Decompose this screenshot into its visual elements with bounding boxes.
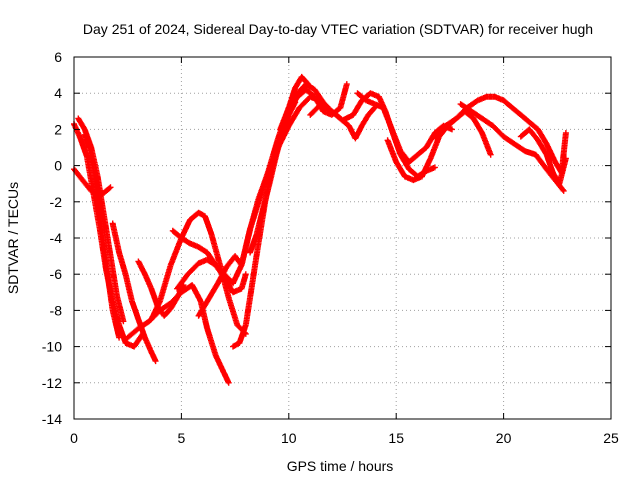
plot-area xyxy=(71,73,569,386)
y-tick-label: 4 xyxy=(54,85,62,101)
y-tick-label: 0 xyxy=(54,158,62,174)
y-axis-label: SDTVAR / TECUs xyxy=(5,182,21,294)
y-tick-label: -8 xyxy=(50,302,63,318)
data-points xyxy=(81,131,123,341)
series-track-16 xyxy=(354,90,455,165)
series-track-5 xyxy=(109,220,159,365)
y-tick-label: -6 xyxy=(50,266,63,282)
data-points xyxy=(431,93,569,176)
y-tick-label: -4 xyxy=(50,230,63,246)
y-tick-label: -10 xyxy=(42,339,62,355)
y-tick-label: -14 xyxy=(42,411,62,427)
grid-lines xyxy=(74,57,611,419)
chart-title: Day 251 of 2024, Sidereal Day-to-day VTE… xyxy=(83,21,593,37)
y-tick-label: 6 xyxy=(54,49,62,65)
x-tick-label: 25 xyxy=(603,430,619,446)
series-track-10 xyxy=(174,93,322,292)
x-tick-label: 20 xyxy=(496,430,512,446)
x-tick-label: 10 xyxy=(281,430,297,446)
data-points xyxy=(109,220,159,365)
data-points xyxy=(174,93,322,292)
x-axis-label: GPS time / hours xyxy=(287,458,394,474)
y-tick-label: -12 xyxy=(42,375,62,391)
axes: 0 5 10 15 20 25 -14 -12 -10 -8 -6 -4 -2 0 2 4 6 xyxy=(42,49,619,446)
data-points xyxy=(124,282,232,386)
x-tick-label: 15 xyxy=(388,430,404,446)
x-tick-label: 0 xyxy=(70,430,78,446)
series-track-4 xyxy=(81,131,123,341)
series-track-7 xyxy=(124,282,232,386)
x-tick-label: 5 xyxy=(178,430,186,446)
series-track-18 xyxy=(431,93,569,176)
data-points xyxy=(354,90,455,165)
series-track-20 xyxy=(517,126,569,187)
y-tick-label: 2 xyxy=(54,121,62,137)
y-tick-label: -2 xyxy=(50,194,63,210)
data-points xyxy=(517,126,569,187)
